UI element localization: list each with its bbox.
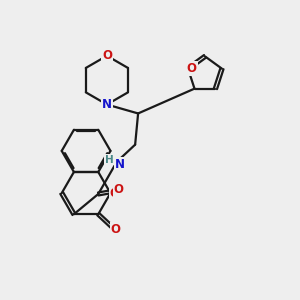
- Text: O: O: [110, 223, 121, 236]
- Text: O: O: [110, 187, 120, 200]
- Text: O: O: [187, 62, 196, 75]
- Text: H: H: [105, 154, 114, 164]
- Text: O: O: [102, 49, 112, 62]
- Text: N: N: [115, 158, 125, 171]
- Text: N: N: [102, 98, 112, 111]
- Text: O: O: [114, 183, 124, 196]
